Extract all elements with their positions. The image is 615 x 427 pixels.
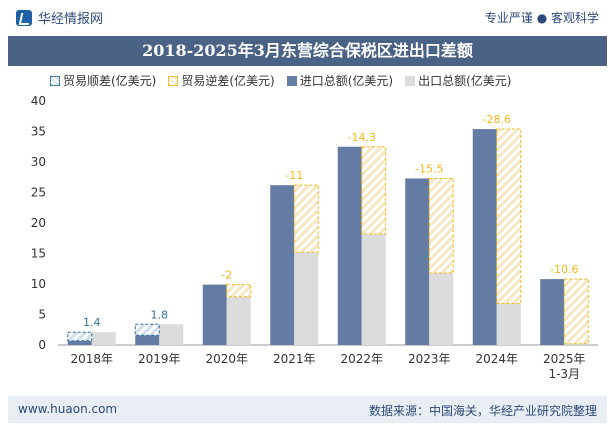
export-bar: [226, 296, 251, 345]
deficit-segment: [293, 184, 319, 253]
export-bar: [361, 233, 386, 345]
chart-title: 2018-2025年3月东营综合保税区进出口差额: [142, 41, 473, 60]
x-tick-label: 2018年: [70, 352, 113, 366]
legend-swatch-surplus: [50, 75, 60, 86]
export-bar: [159, 324, 184, 345]
legend-swatch-export: [405, 75, 416, 86]
legend-label-surplus: 贸易顺差(亿美元): [63, 74, 157, 88]
balance-data-label: -15.5: [415, 162, 443, 175]
y-tick-label: 10: [31, 277, 46, 291]
y-tick-label: 35: [31, 125, 46, 139]
y-tick-label: 40: [31, 94, 46, 108]
title-bar: 2018-2025年3月东营综合保税区进出口差额: [8, 36, 607, 66]
tagline: 专业严谨 ● 客观科学: [484, 11, 599, 25]
deficit-segment: [226, 284, 252, 298]
balance-data-label: -2: [221, 269, 232, 282]
footer-source: 数据来源：中国海关，华经产业研究院整理: [368, 404, 597, 418]
x-axis: 2018年 2019年 2020年 2021年 2022年 2023年 2024年 2025年…: [70, 352, 585, 381]
y-tick-label: 5: [38, 308, 46, 322]
export-bar: [91, 332, 116, 345]
import-bar: [472, 129, 497, 345]
deficit-segment: [563, 278, 589, 345]
y-tick-label: 0: [38, 338, 46, 352]
huajing-logo-icon: [16, 9, 32, 26]
footer: www.huaon.com 数据来源：中国海关，华经产业研究院整理: [8, 396, 607, 423]
x-tick-label: 2025年 1-3月: [543, 352, 586, 381]
top-bar: 华经情报网 专业严谨 ● 客观科学: [0, 0, 615, 36]
surplus-segment: [134, 323, 160, 336]
brand: 华经情报网: [16, 8, 103, 27]
legend-label-deficit: 贸易逆差(亿美元): [181, 74, 275, 88]
x-tick-label: 2020年: [205, 352, 248, 366]
y-tick-label: 15: [31, 247, 46, 261]
legend-item-surplus: 贸易顺差(亿美元): [50, 72, 156, 89]
export-bar: [294, 252, 319, 345]
y-tick-label: 20: [31, 216, 46, 230]
brand-name: 华经情报网: [38, 12, 104, 27]
legend-item-export: 出口总额(亿美元): [405, 72, 512, 89]
balance-data-label: 1.8: [151, 308, 169, 321]
export-bar: [429, 273, 454, 345]
deficit-segment: [496, 128, 522, 305]
import-bar: [540, 279, 565, 345]
balance-data-label: -28.6: [483, 113, 511, 126]
export-bar: [496, 303, 521, 345]
x-tick-label: 2023年: [408, 352, 451, 366]
y-tick-label: 25: [31, 186, 46, 200]
x-tick-label: 2021年: [273, 352, 316, 366]
deficit-segment: [428, 177, 454, 274]
deficit-segment: [361, 146, 387, 235]
import-bar: [67, 340, 92, 345]
import-bar: [270, 185, 295, 345]
export-bar: [564, 343, 589, 345]
balance-data-label: -14.3: [348, 131, 376, 144]
surplus-segment: [67, 331, 93, 342]
import-bar: [202, 284, 227, 345]
legend-swatch-deficit: [168, 75, 179, 86]
x-tick-label: 2019年: [138, 352, 181, 366]
legend-item-import: 进口总额(亿美元): [286, 72, 394, 89]
chart-legend: 贸易顺差(亿美元) 贸易逆差(亿美元) 进口总额(亿美元) 出口总额(亿美元): [50, 72, 518, 89]
balance-data-label: 1.4: [83, 316, 101, 329]
balance-data-label: -10.6: [550, 263, 578, 276]
y-tick-label: 30: [31, 155, 46, 169]
balance-data-label: -11: [285, 169, 303, 182]
import-bar: [135, 335, 160, 345]
x-tick-label: 2024年: [475, 352, 518, 366]
legend-label-import: 进口总额(亿美元): [299, 74, 394, 88]
legend-label-export: 出口总额(亿美元): [418, 74, 512, 88]
legend-swatch-import: [286, 75, 297, 86]
bar-marks: 1.4 1.8 -2 -11 -14.3 -15.5 -28.6 -10.6: [67, 113, 589, 345]
x-tick-label: 2022年: [340, 352, 383, 366]
import-bar: [405, 178, 430, 345]
import-bar: [337, 146, 362, 345]
footer-website[interactable]: www.huaon.com: [18, 402, 118, 416]
legend-item-deficit: 贸易逆差(亿美元): [168, 72, 275, 89]
